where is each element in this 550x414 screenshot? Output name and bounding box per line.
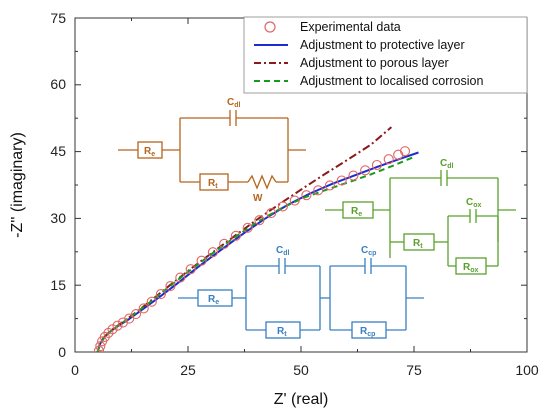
experimental-data-point (242, 222, 253, 233)
experimental-data-point (124, 313, 135, 324)
experimental-data-point (165, 281, 176, 292)
label-rox: Rox (463, 262, 479, 274)
label-re: Re (208, 294, 219, 306)
experimental-data-point (107, 324, 118, 335)
experimental-data-point (383, 154, 394, 165)
equivalent-circuit-3 (178, 258, 424, 339)
label-cdl: Cdl (440, 158, 454, 170)
y-tick-label: 45 (50, 143, 66, 159)
x-axis-title: Z' (real) (274, 391, 329, 408)
experimental-markers (93, 146, 411, 352)
equivalent-circuit-2 (325, 170, 516, 275)
label-rt: Rt (277, 326, 287, 338)
experimental-data-point (301, 190, 312, 201)
label-cdl: Cdl (227, 97, 241, 109)
circuit-1-labels: Cdl Re Rt W (144, 97, 263, 204)
fit-lines (96, 126, 419, 352)
experimental-data-point (266, 208, 277, 219)
experimental-data-point (324, 180, 335, 191)
legend-box (243, 16, 528, 94)
label-ccp: Ccp (361, 245, 376, 257)
experimental-data-point (93, 345, 105, 352)
experimental-data-point (138, 303, 149, 314)
experimental-data-point (95, 341, 106, 352)
equivalent-circuit-1 (118, 110, 306, 191)
y-tick-label: 30 (50, 210, 66, 226)
experimental-data-point (360, 165, 371, 176)
legend: Experimental data Adjustment to protecti… (243, 16, 528, 94)
x-tick-labels: 0 25 50 75 100 (71, 362, 539, 378)
y-tick-label: 0 (58, 344, 66, 360)
experimental-data-point (219, 238, 230, 249)
experimental-data-point (230, 230, 241, 241)
label-re: Re (144, 146, 155, 158)
label-rt: Rt (208, 178, 218, 190)
legend-label: Adjustment to porous layer (300, 56, 449, 70)
experimental-data-point (155, 289, 166, 300)
experimental-data-point (146, 296, 157, 307)
x-tick-label: 0 (71, 362, 79, 378)
experimental-data-point (254, 215, 265, 226)
x-tick-label: 100 (515, 362, 539, 378)
fit-line-dashdot (96, 126, 393, 352)
circuit-3-labels: Cdl Ccp Re Rt Rcp (208, 245, 376, 338)
experimental-data-point (185, 264, 196, 275)
experimental-data-point (371, 159, 382, 171)
label-w: W (253, 193, 263, 204)
experimental-data-point (336, 175, 347, 186)
experimental-data-point (289, 195, 300, 206)
experimental-data-point (112, 320, 123, 331)
experimental-data-point (207, 247, 218, 258)
experimental-data-point (196, 255, 207, 266)
circuit-2-labels: Cdl Re Cox Rt Rox (351, 158, 482, 274)
experimental-data-point (313, 185, 324, 196)
legend-label: Experimental data (300, 20, 401, 34)
x-tick-label: 25 (180, 362, 196, 378)
label-re: Re (351, 206, 362, 218)
experimental-data-point (277, 201, 288, 212)
label-cdl: Cdl (276, 245, 290, 257)
y-tick-labels: 0 15 30 45 60 75 (50, 10, 66, 360)
legend-label: Adjustment to localised corrosion (300, 74, 483, 88)
warburg-element (247, 174, 277, 190)
legend-marker-experimental (264, 21, 276, 33)
label-cox: Cox (466, 197, 482, 209)
x-tick-label: 50 (293, 362, 309, 378)
y-tick-label: 15 (50, 277, 66, 293)
experimental-data-point (175, 272, 186, 283)
label-rt: Rt (413, 238, 423, 250)
legend-label: Adjustment to protective layer (300, 38, 465, 52)
experimental-data-point (393, 149, 404, 160)
experimental-data-point (348, 170, 359, 181)
y-tick-label: 75 (50, 10, 66, 26)
y-axis-title: -Z'' (imaginary) (9, 132, 26, 238)
y-tick-label: 60 (50, 76, 66, 92)
experimental-data-point (399, 146, 411, 157)
label-rcp: Rcp (360, 326, 375, 338)
x-tick-label: 75 (406, 362, 422, 378)
experimental-data-point (130, 309, 142, 320)
fit-line-dashed (96, 155, 415, 352)
